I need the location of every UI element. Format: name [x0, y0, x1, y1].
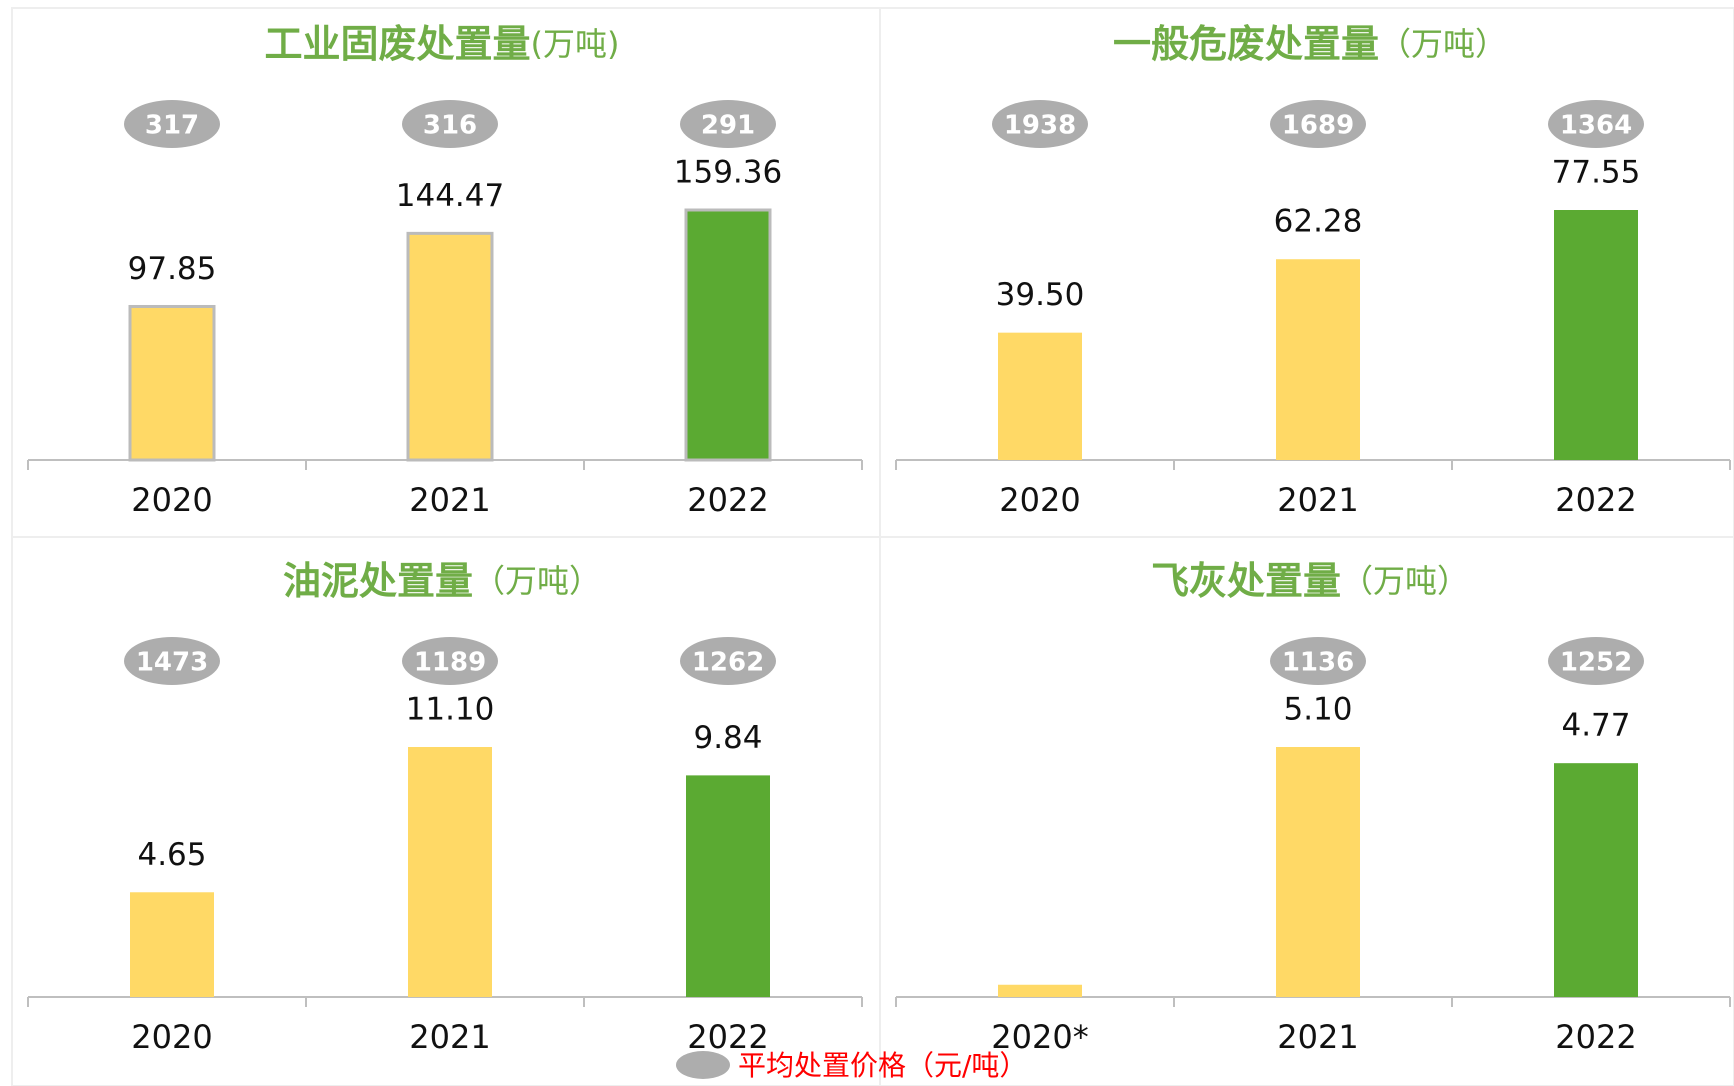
price-label: 1262: [692, 648, 764, 678]
price-label: 291: [701, 111, 755, 141]
price-label: 1689: [1282, 111, 1354, 141]
price-bubble: [402, 637, 498, 685]
chart-title: 油泥处置量（万吨）: [283, 559, 601, 603]
value-label: 144.47: [396, 178, 504, 214]
value-label: 5.10: [1283, 692, 1352, 728]
bar: [684, 208, 772, 462]
value-label: 159.36: [674, 155, 782, 191]
chart-title: 工业固废处置量(万吨): [265, 22, 620, 66]
bar: [128, 304, 216, 462]
value-label: 39.50: [996, 277, 1085, 313]
price-bubble: [124, 100, 220, 148]
title-unit: （万吨）: [1379, 25, 1507, 63]
bar: [686, 775, 770, 997]
title-main: 油泥处置量: [283, 559, 473, 603]
panel-frame: [11, 7, 1734, 1086]
price-bubble: [992, 100, 1088, 148]
price-label: 1189: [414, 648, 486, 678]
x-tick-label: 2022: [687, 481, 768, 519]
value-label: 9.84: [693, 720, 762, 756]
price-label: 317: [145, 111, 199, 141]
value-label: 62.28: [1274, 204, 1363, 240]
bar: [130, 892, 214, 997]
bar: [406, 231, 494, 462]
legend-label: 平均处置价格（元/吨）: [738, 1049, 1027, 1082]
title-unit: (万吨): [531, 25, 620, 63]
value-label: 77.55: [1552, 155, 1641, 191]
title-main: 工业固废处置量: [265, 22, 531, 66]
x-tick-label: 2022: [1555, 481, 1636, 519]
price-label: 316: [423, 111, 477, 141]
value-label: 4.65: [137, 837, 206, 873]
bar: [408, 747, 492, 997]
x-tick-label: 2021: [409, 1018, 490, 1056]
price-label: 1473: [136, 648, 208, 678]
chart-title: 飞灰处置量（万吨）: [1151, 559, 1469, 603]
price-bubble: [680, 637, 776, 685]
price-bubble: [1548, 100, 1644, 148]
price-bubble: [124, 637, 220, 685]
value-label: 11.10: [406, 692, 495, 728]
price-bubble: [1270, 637, 1366, 685]
x-tick-label: 2020*: [991, 1018, 1088, 1056]
bar: [1554, 210, 1638, 460]
x-tick-label: 2022: [687, 1018, 768, 1056]
x-tick-label: 2020: [131, 481, 212, 519]
bar: [1276, 259, 1360, 460]
price-bubble: [1548, 637, 1644, 685]
x-tick-label: 2021: [1277, 481, 1358, 519]
legend-swatch: [676, 1051, 730, 1079]
x-tick-label: 2021: [1277, 1018, 1358, 1056]
chart-title: 一般危废处置量（万吨）: [1113, 22, 1507, 66]
bar: [1276, 747, 1360, 997]
title-main: 一般危废处置量: [1113, 22, 1379, 66]
x-tick-label: 2021: [409, 481, 490, 519]
price-label: 1938: [1004, 111, 1076, 141]
x-tick-label: 2022: [1555, 1018, 1636, 1056]
price-bubble: [402, 100, 498, 148]
value-label: 97.85: [128, 251, 217, 287]
title-unit: （万吨）: [1341, 562, 1469, 600]
price-bubble: [680, 100, 776, 148]
bar: [1554, 763, 1638, 997]
value-label: 4.77: [1561, 708, 1630, 744]
price-label: 1252: [1560, 648, 1632, 678]
price-label: 1364: [1560, 111, 1632, 141]
title-unit: （万吨）: [473, 562, 601, 600]
bar: [998, 984, 1082, 997]
x-tick-label: 2020: [999, 481, 1080, 519]
price-bubble: [1270, 100, 1366, 148]
title-main: 飞灰处置量: [1151, 559, 1341, 603]
bar: [998, 332, 1082, 460]
price-label: 1136: [1282, 648, 1354, 678]
x-tick-label: 2020: [131, 1018, 212, 1056]
